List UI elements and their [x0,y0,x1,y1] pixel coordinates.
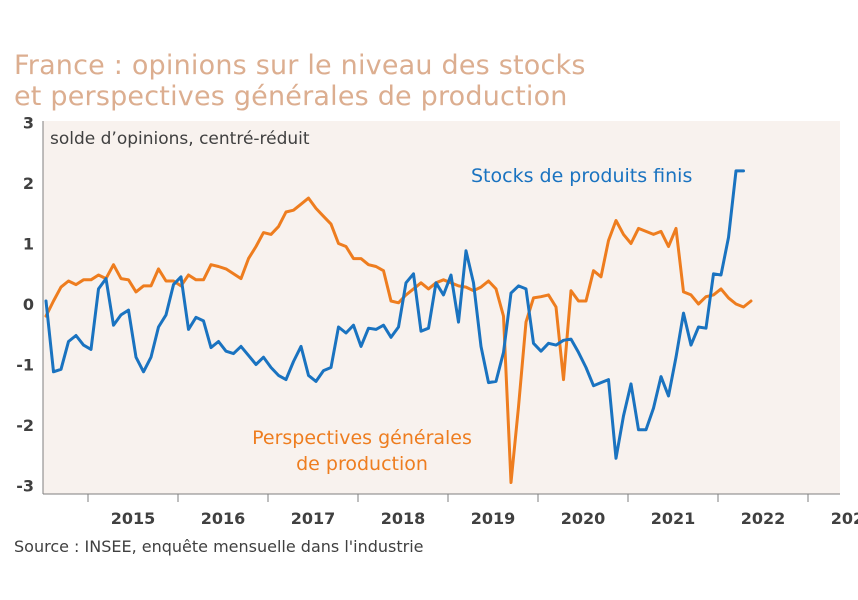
y-tick-label: -2 [16,416,34,435]
y-tick-label: -3 [16,477,34,496]
x-tick-label: 2019 [471,509,516,528]
source-note: Source : INSEE, enquête mensuelle dans l… [14,537,424,556]
axes [42,121,840,495]
series-lines [44,169,753,484]
stocks-series-line [44,169,745,460]
perspectives-series-label-line1: Perspectives générales [252,427,472,449]
x-tick-label: 2020 [561,509,606,528]
chart-title-line1: France : opinions sur le niveau des stoc… [14,50,586,81]
perspectives-series-line [44,196,753,484]
x-tick-label: 2015 [111,509,156,528]
x-tick-label: 2017 [291,509,336,528]
stocks-series-label: Stocks de produits finis [471,165,692,187]
y-tick-label: 0 [23,295,34,314]
x-tick-label: 2023 [831,509,858,528]
y-axis-label: solde d’opinions, centré-réduit [50,129,310,149]
chart-title: France : opinions sur le niveau des stoc… [14,50,586,112]
y-tick-label: 3 [23,114,34,133]
x-axis-ticks: 2015 2016 2017 2018 2019 2020 2021 2022 2023 [87,494,858,528]
y-tick-label: 2 [23,174,34,193]
x-tick-label: 2022 [741,509,786,528]
x-tick-label: 2018 [381,509,426,528]
y-tick-label: -1 [16,356,34,375]
y-axis-ticks: 3 2 1 0 -1 -2 -3 [16,114,34,496]
plot-area [43,121,840,494]
perspectives-series-label-line2: de production [296,453,428,475]
y-tick-label: 1 [23,235,34,254]
x-tick-label: 2016 [201,509,246,528]
chart-title-line2: et perspectives générales de production [14,81,568,112]
x-tick-label: 2021 [651,509,696,528]
